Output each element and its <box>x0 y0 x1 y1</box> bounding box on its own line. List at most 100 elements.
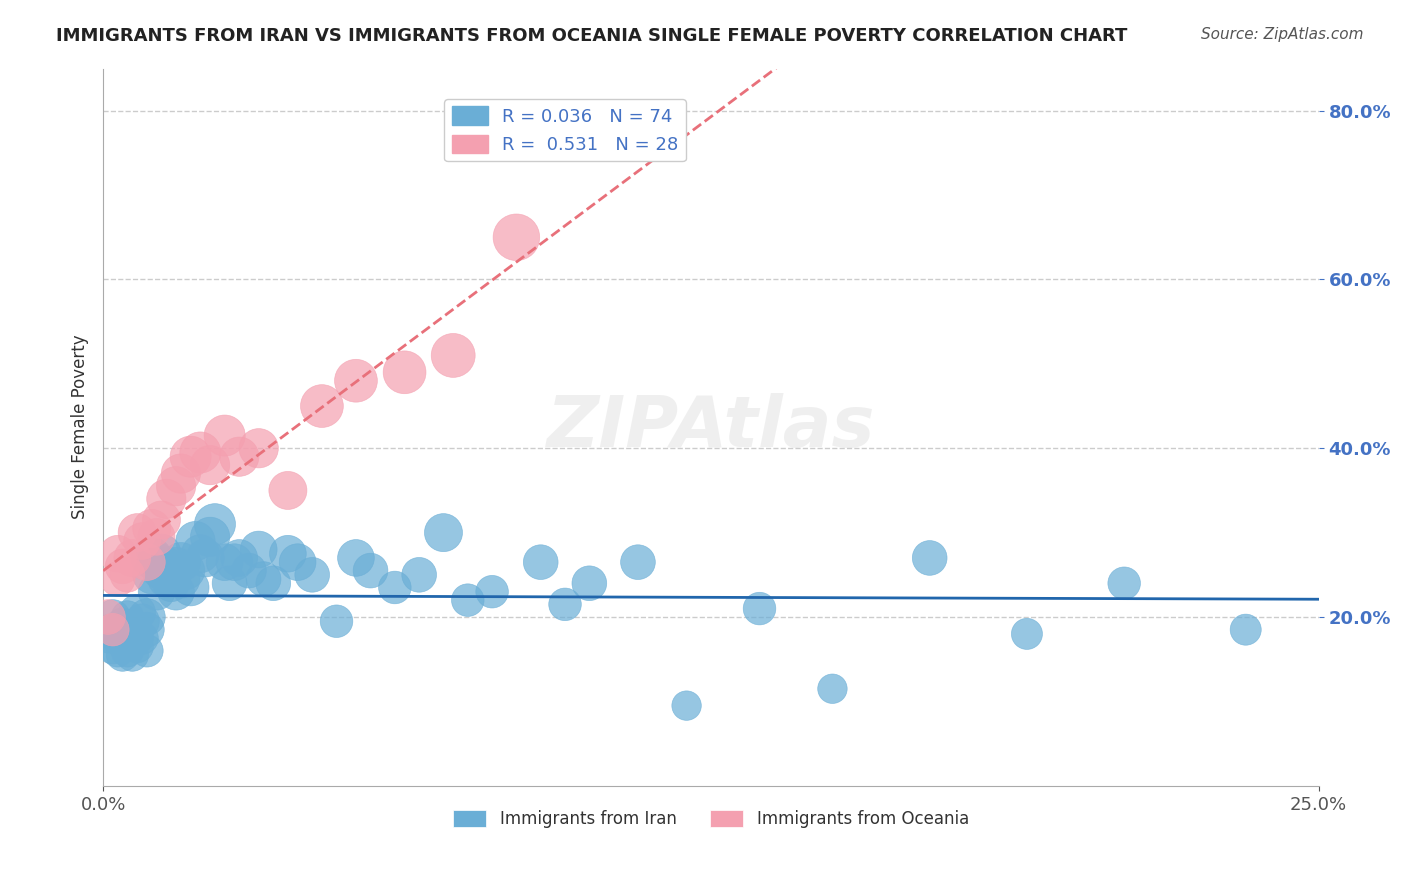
Point <box>117 567 139 582</box>
Point <box>155 572 177 586</box>
Point <box>155 559 177 574</box>
Point <box>141 551 163 566</box>
Point <box>155 491 177 506</box>
Point <box>127 640 149 654</box>
Point <box>165 479 187 493</box>
Point <box>145 530 167 544</box>
Point <box>228 450 250 464</box>
Point <box>198 530 221 544</box>
Point <box>384 581 406 595</box>
Point <box>117 631 139 645</box>
Point <box>224 555 246 569</box>
Point <box>252 572 274 586</box>
Point <box>165 559 187 574</box>
Point <box>145 555 167 569</box>
Point <box>748 601 770 615</box>
Point <box>408 567 430 582</box>
Point <box>121 635 143 649</box>
Y-axis label: Single Female Poverty: Single Female Poverty <box>72 334 89 519</box>
Point <box>184 534 207 549</box>
Point <box>214 428 236 442</box>
Point <box>457 593 479 607</box>
Text: IMMIGRANTS FROM IRAN VS IMMIGRANTS FROM OCEANIA SINGLE FEMALE POVERTY CORRELATIO: IMMIGRANTS FROM IRAN VS IMMIGRANTS FROM … <box>56 27 1128 45</box>
Point <box>1015 627 1038 641</box>
Point <box>554 598 576 612</box>
Point <box>150 513 173 527</box>
Text: ZIPAtlas: ZIPAtlas <box>547 392 875 462</box>
Point <box>301 567 323 582</box>
Point <box>135 610 157 624</box>
Point <box>121 648 143 662</box>
Point <box>111 635 134 649</box>
Point <box>344 374 367 388</box>
Point <box>821 681 844 696</box>
Point <box>141 521 163 535</box>
Point <box>247 542 270 557</box>
Point <box>117 644 139 658</box>
Point <box>131 614 153 628</box>
Point <box>204 517 226 532</box>
Point <box>344 551 367 566</box>
Point <box>97 610 120 624</box>
Point <box>127 525 149 540</box>
Point <box>135 623 157 637</box>
Point <box>238 564 260 578</box>
Point <box>117 610 139 624</box>
Point <box>287 555 309 569</box>
Point <box>170 467 193 481</box>
Point <box>131 631 153 645</box>
Point <box>170 572 193 586</box>
Point <box>627 555 650 569</box>
Point <box>111 648 134 662</box>
Point <box>311 399 333 413</box>
Point <box>247 442 270 456</box>
Point <box>277 547 299 561</box>
Point <box>198 458 221 472</box>
Point <box>107 631 129 645</box>
Point <box>180 450 202 464</box>
Point <box>107 644 129 658</box>
Point <box>131 534 153 549</box>
Point <box>360 564 382 578</box>
Point <box>160 567 183 582</box>
Point <box>107 547 129 561</box>
Point <box>918 551 941 566</box>
Point <box>194 551 217 566</box>
Point <box>441 348 464 362</box>
Point <box>190 445 212 459</box>
Point <box>141 567 163 582</box>
Point <box>262 576 284 591</box>
Point <box>481 584 503 599</box>
Point <box>101 623 124 637</box>
Point <box>170 555 193 569</box>
Point <box>127 606 149 620</box>
Point <box>394 365 416 379</box>
Point <box>214 555 236 569</box>
Point <box>150 547 173 561</box>
Point <box>277 483 299 498</box>
Point <box>135 555 157 569</box>
Point <box>135 644 157 658</box>
Point <box>432 525 454 540</box>
Point <box>174 564 197 578</box>
Point <box>150 564 173 578</box>
Point <box>1234 623 1257 637</box>
Point <box>325 614 347 628</box>
Point <box>145 584 167 599</box>
Legend: Immigrants from Iran, Immigrants from Oceania: Immigrants from Iran, Immigrants from Oc… <box>446 804 976 835</box>
Point <box>121 623 143 637</box>
Point <box>578 576 600 591</box>
Point <box>127 631 149 645</box>
Point <box>111 559 134 574</box>
Point <box>530 555 553 569</box>
Point <box>160 576 183 591</box>
Point <box>111 618 134 632</box>
Point <box>107 623 129 637</box>
Point <box>180 581 202 595</box>
Point <box>165 584 187 599</box>
Point <box>101 610 124 624</box>
Point <box>190 547 212 561</box>
Point <box>107 572 129 586</box>
Point <box>97 627 120 641</box>
Point <box>675 698 697 713</box>
